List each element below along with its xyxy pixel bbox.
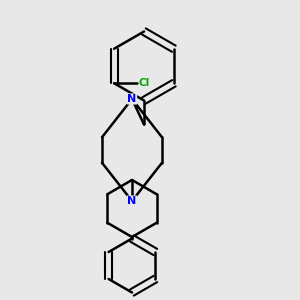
Text: N: N bbox=[128, 196, 136, 206]
Text: Cl: Cl bbox=[138, 78, 149, 88]
Text: N: N bbox=[128, 94, 136, 104]
